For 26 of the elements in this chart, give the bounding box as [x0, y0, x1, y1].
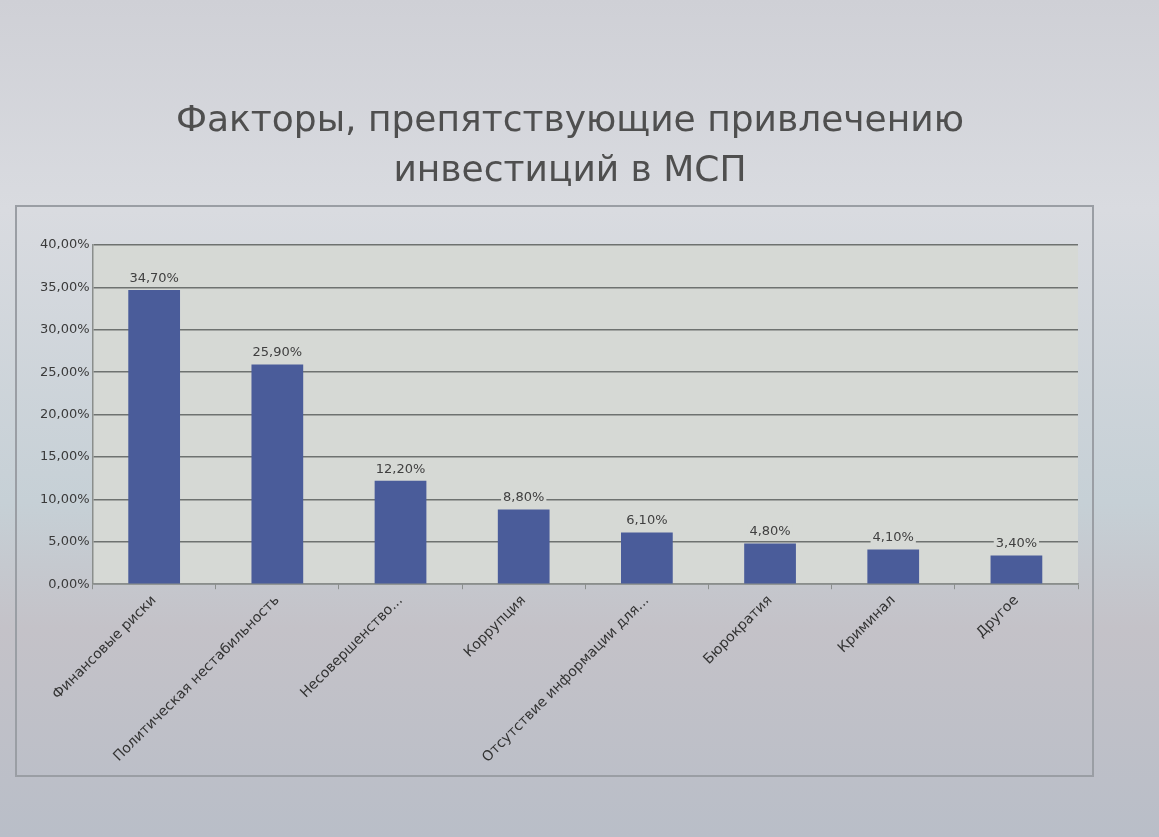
data-label: 12,20%: [375, 460, 426, 476]
y-tick-label: 0,00%: [48, 575, 90, 591]
bar: [621, 532, 673, 584]
bar: [251, 364, 304, 584]
y-tick-label: 40,00%: [39, 236, 90, 252]
bar: [128, 289, 181, 584]
bar: [374, 480, 427, 584]
data-label: 8,80%: [503, 489, 545, 505]
bar: [744, 543, 796, 584]
data-label: 25,90%: [252, 344, 303, 360]
y-tick-label: 30,00%: [39, 321, 90, 337]
y-tick-label: 5,00%: [48, 533, 90, 549]
y-tick-label: 20,00%: [39, 405, 90, 421]
bar: [497, 509, 550, 584]
chart-title: Факторы, препятствующие привлечению инвестиций в МСП: [175, 97, 965, 191]
y-tick-label: 35,00%: [39, 278, 90, 294]
data-label: 3,40%: [995, 535, 1038, 551]
data-label: 34,70%: [129, 269, 179, 285]
data-label: 4,80%: [749, 523, 791, 539]
bar: [990, 555, 1043, 584]
data-label: 4,10%: [872, 529, 914, 545]
y-tick-label: 15,00%: [39, 448, 90, 464]
y-tick-label: 25,00%: [39, 363, 90, 379]
y-tick-label: 10,00%: [39, 490, 90, 506]
bar: [867, 549, 920, 584]
data-label: 6,10%: [626, 512, 668, 528]
